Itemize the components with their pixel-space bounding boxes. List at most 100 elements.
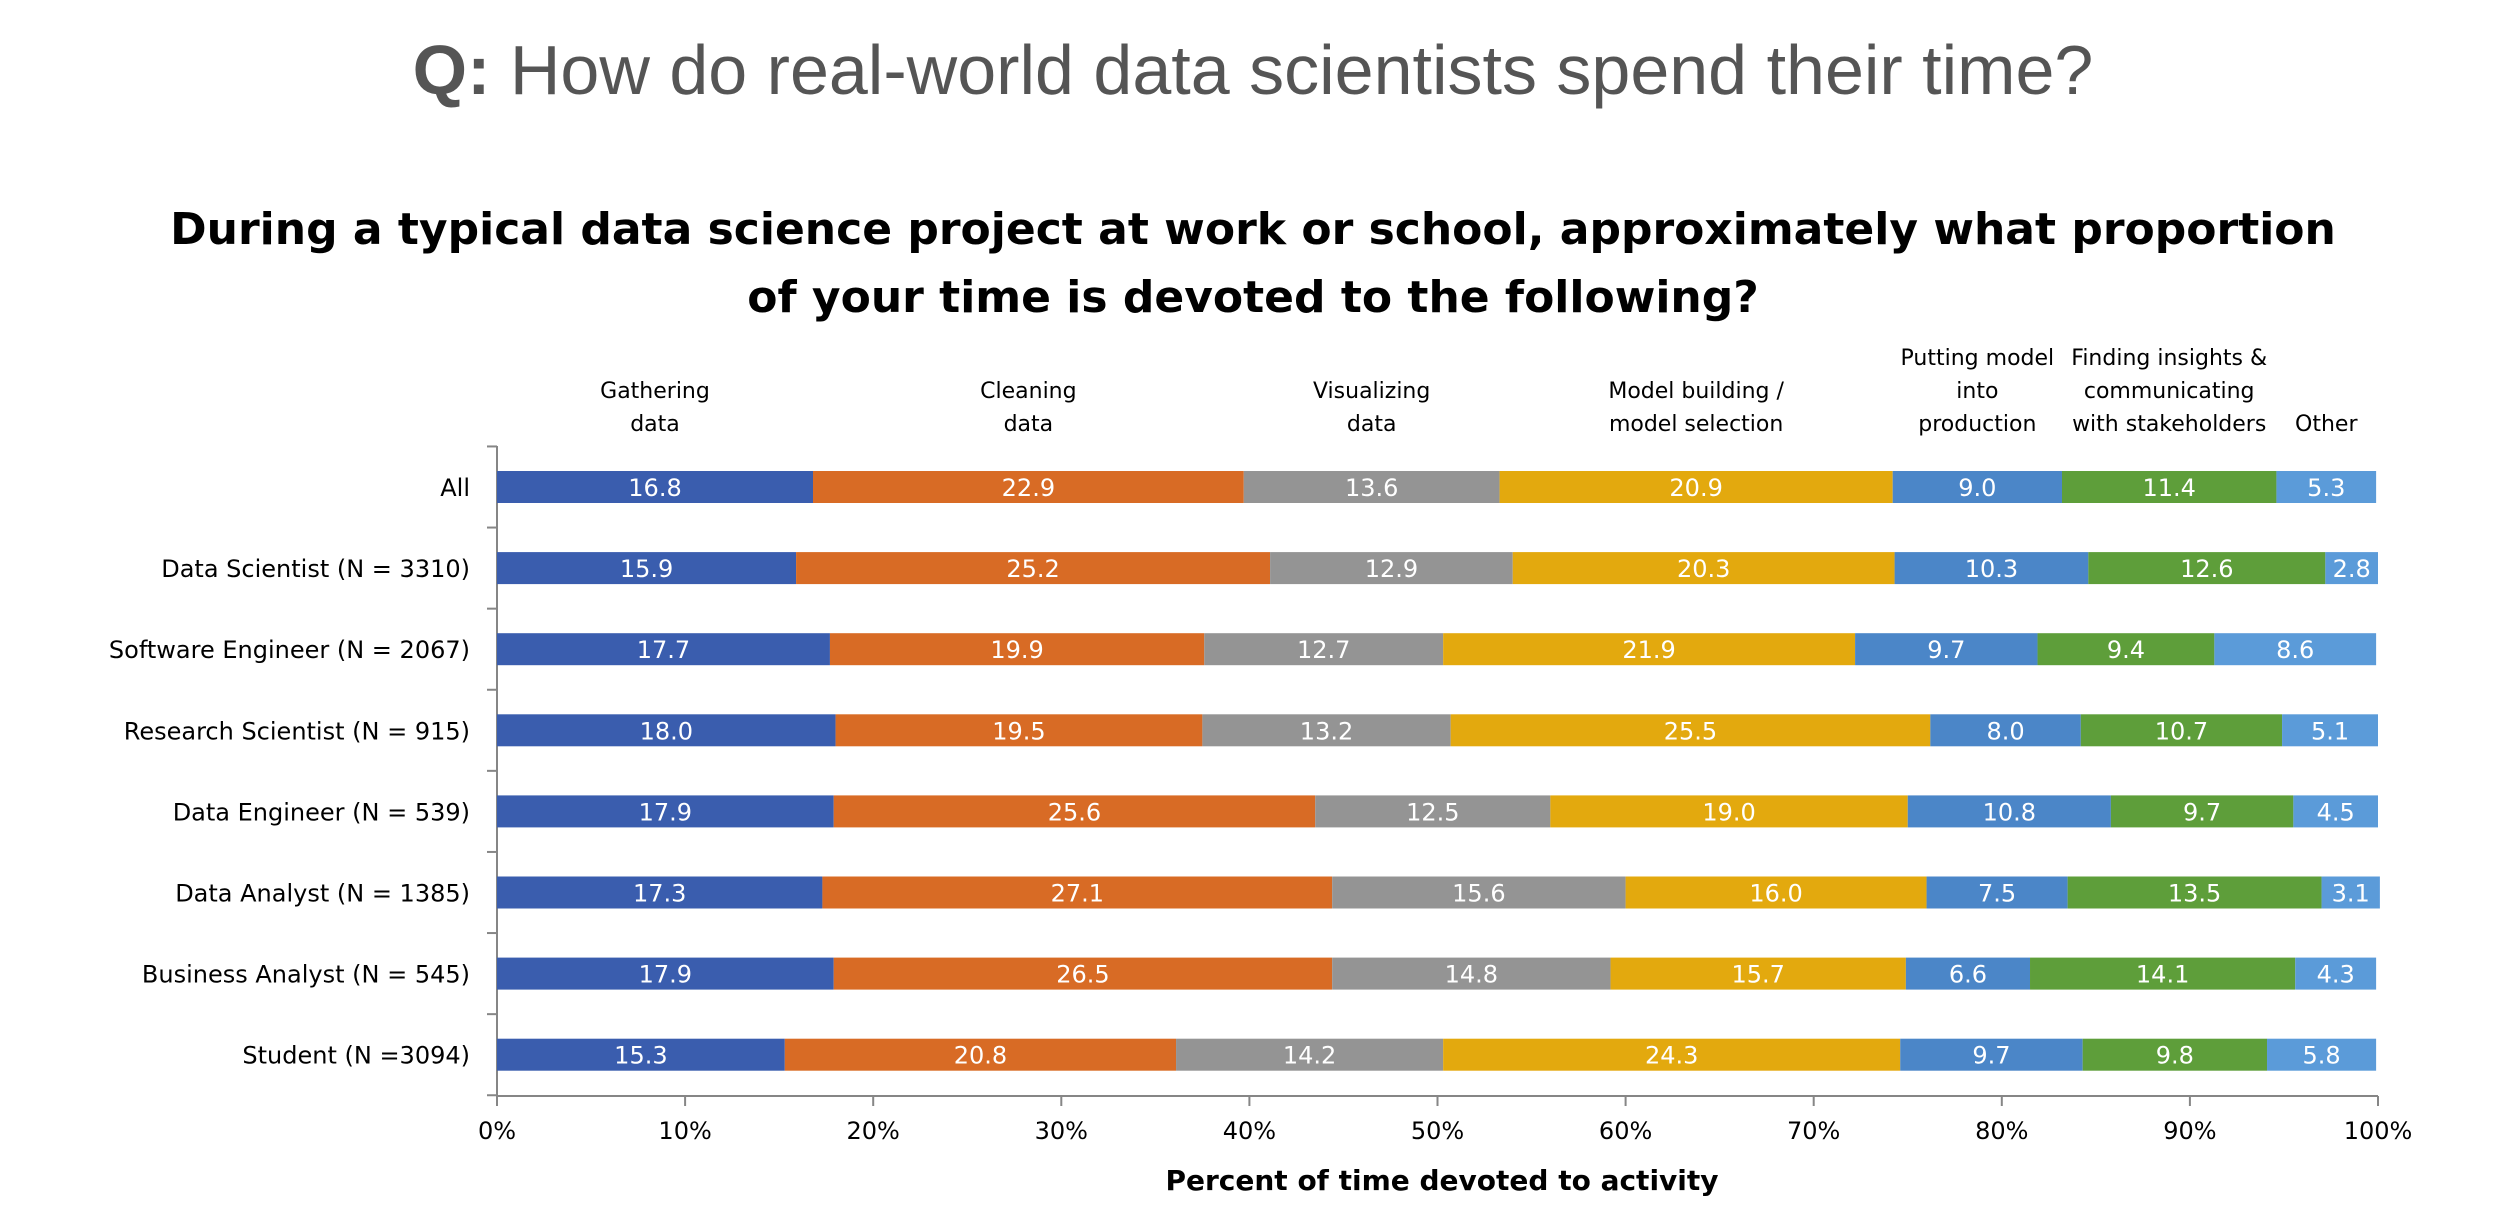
- bar-segment: [1443, 633, 1856, 666]
- bar-segment: [1332, 957, 1611, 990]
- bar-segment: [1443, 1038, 1901, 1071]
- bar-segment: [2295, 957, 2377, 990]
- bar-value-label: 15.6: [1452, 880, 1505, 908]
- bar-segment: [1855, 633, 2038, 666]
- bar-segment: [1610, 957, 1906, 990]
- bar-value-label: 15.9: [620, 555, 673, 583]
- bar-segment: [1204, 633, 1444, 666]
- bar-value-label: 13.6: [1345, 474, 1398, 502]
- x-tick-label: 60%: [1599, 1117, 1652, 1145]
- bar-value-label: 25.2: [1006, 555, 1059, 583]
- bar-value-label: 7.5: [1978, 880, 2016, 908]
- series-label-line: Visualizing: [1313, 379, 1430, 404]
- bar-value-label: 12.7: [1297, 636, 1350, 664]
- bar-value-label: 17.3: [633, 880, 686, 908]
- category-label: Student (N =3094): [242, 1042, 470, 1070]
- bar-value-label: 20.9: [1669, 474, 1722, 502]
- bar-value-label: 17.7: [637, 636, 690, 664]
- bar-segment: [1930, 714, 2081, 747]
- bar-segment: [2325, 552, 2378, 585]
- bar-segment: [1550, 795, 1908, 828]
- x-tick-label: 50%: [1411, 1117, 1464, 1145]
- x-tick-label: 70%: [1787, 1117, 1840, 1145]
- series-label-line: Putting model: [1901, 346, 2055, 371]
- slide-title-prefix: Q:: [412, 31, 491, 109]
- series-label-line: communicating: [2084, 379, 2255, 404]
- bar-segment: [2282, 714, 2378, 747]
- category-label: Data Analyst (N = 1385): [175, 880, 470, 908]
- series-label: Model building / model selection: [1608, 379, 1784, 437]
- bar-value-label: 26.5: [1056, 961, 1109, 989]
- series-label-line: production: [1918, 412, 2036, 437]
- bar-segment: [2276, 471, 2377, 503]
- bar-value-label: 5.8: [2302, 1042, 2340, 1070]
- bar-segment: [497, 552, 797, 585]
- category-label: Research Scientist (N = 915): [124, 717, 470, 745]
- bar-segment: [1243, 471, 1500, 503]
- series-label-line: data: [1347, 412, 1397, 437]
- bar-value-label: 3.1: [2332, 880, 2370, 908]
- bar-segment: [2037, 633, 2215, 666]
- bar-segment: [497, 633, 830, 666]
- x-tick-label: 40%: [1223, 1117, 1276, 1145]
- bar-value-label: 16.8: [628, 474, 681, 502]
- bar-segment: [822, 876, 1333, 909]
- bar-value-label: 25.5: [1664, 717, 1717, 745]
- bar-value-label: 17.9: [639, 798, 692, 826]
- bar-value-label: 19.9: [990, 636, 1043, 664]
- x-tick-label: 100%: [2344, 1117, 2413, 1145]
- bar-segment: [784, 1038, 1177, 1071]
- bar-value-label: 16.0: [1749, 880, 1802, 908]
- bar-value-label: 14.2: [1283, 1042, 1336, 1070]
- bar-segment: [497, 876, 823, 909]
- series-label: Finding insights & communicating with stak…: [2071, 346, 2267, 437]
- series-label-line: Cleaning: [980, 379, 1076, 404]
- category-label: Data Scientist (N = 3310): [161, 555, 470, 583]
- bar-segment: [1450, 714, 1931, 747]
- series-label: Visualizing data: [1313, 379, 1430, 437]
- bar-value-label: 8.0: [1986, 717, 2024, 745]
- bar-segment: [2030, 957, 2296, 990]
- bar-segment: [2080, 714, 2283, 747]
- bar-segment: [1512, 552, 1895, 585]
- bar-value-label: 5.3: [2307, 474, 2345, 502]
- category-label: Data Engineer (N = 539): [173, 798, 470, 826]
- bar-value-label: 9.7: [2183, 798, 2221, 826]
- x-tick-label: 0%: [478, 1117, 516, 1145]
- chart-bars: 16.8 22.9 13.6 20.9 9.0 11.4 5.3 15.9 25.2 12.9 20…: [497, 471, 2380, 1071]
- bar-value-label: 15.3: [614, 1042, 667, 1070]
- series-label-line: with stakeholders: [2072, 412, 2266, 437]
- bar-segment: [1176, 1038, 1444, 1071]
- x-tick-label: 10%: [658, 1117, 711, 1145]
- series-label: Other: [2295, 412, 2358, 437]
- bar-value-label: 25.6: [1048, 798, 1101, 826]
- bar-segment: [1900, 1038, 2083, 1071]
- bar-segment: [2321, 876, 2380, 909]
- bar-value-label: 18.0: [640, 717, 693, 745]
- bar-value-label: 20.3: [1677, 555, 1730, 583]
- bar-value-label: 4.3: [2317, 961, 2355, 989]
- chart-title-line-1: During a typical data science project at…: [170, 204, 2336, 255]
- category-label: All: [440, 474, 470, 502]
- bar-segment: [829, 633, 1205, 666]
- bar-segment: [2061, 471, 2277, 503]
- bar-value-label: 10.3: [1965, 555, 2018, 583]
- series-label-line: Gathering: [600, 379, 710, 404]
- bar-value-label: 8.6: [2276, 636, 2314, 664]
- x-axis-title: Percent of time devoted to activity: [1165, 1164, 1718, 1197]
- bar-segment: [1907, 795, 2111, 828]
- bar-value-label: 24.3: [1645, 1042, 1698, 1070]
- bar-value-label: 6.6: [1949, 961, 1987, 989]
- x-tick-label: 20%: [847, 1117, 900, 1145]
- bar-value-label: 10.8: [1983, 798, 2036, 826]
- bar-value-label: 14.1: [2136, 961, 2189, 989]
- bar-segment: [796, 552, 1271, 585]
- bar-segment: [2110, 795, 2294, 828]
- slide-title: Q: How do real-world data scientists spe…: [0, 28, 2506, 112]
- bar-segment: [835, 714, 1203, 747]
- category-label: Software Engineer (N = 2067): [109, 636, 470, 664]
- series-label-line: data: [1004, 412, 1054, 437]
- series-label: Cleaning data: [980, 379, 1076, 437]
- bar-segment: [1926, 876, 2068, 909]
